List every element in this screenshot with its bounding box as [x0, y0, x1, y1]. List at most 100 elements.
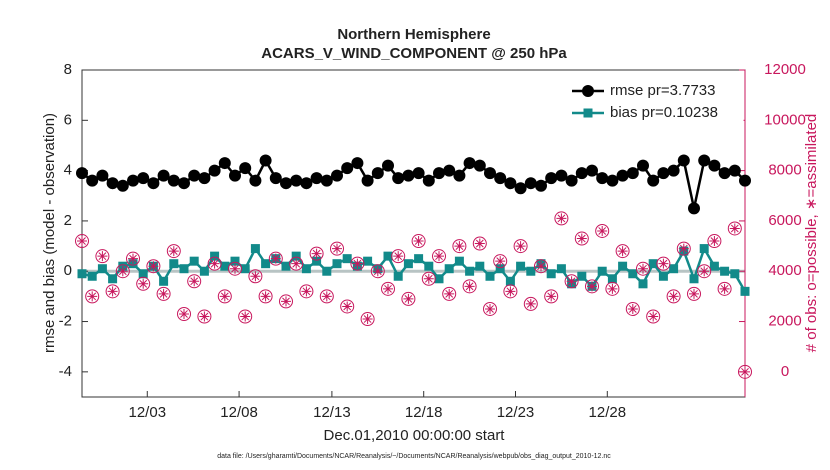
point — [250, 244, 260, 254]
point — [199, 266, 209, 276]
point — [188, 169, 201, 182]
point — [463, 157, 476, 170]
point — [209, 258, 220, 269]
y-tick-label: 4 — [64, 162, 72, 179]
point — [707, 234, 722, 249]
point — [230, 256, 240, 266]
point — [156, 286, 171, 301]
point — [87, 291, 98, 302]
point — [677, 154, 690, 167]
legend-label: bias pr=0.10238 — [610, 104, 718, 121]
point — [138, 269, 148, 279]
point — [669, 264, 679, 274]
point — [606, 174, 619, 187]
point — [423, 273, 434, 284]
point — [352, 258, 363, 269]
point — [157, 169, 170, 182]
point — [666, 289, 681, 304]
point — [300, 177, 313, 190]
y-tick-label: -2 — [59, 313, 72, 330]
point — [178, 177, 190, 190]
point — [454, 241, 465, 252]
point — [289, 256, 304, 271]
point — [270, 253, 281, 264]
point — [503, 284, 518, 299]
point — [118, 261, 128, 271]
point — [597, 225, 608, 236]
point — [239, 162, 252, 175]
point — [414, 254, 424, 264]
point — [95, 249, 110, 264]
point — [647, 174, 660, 187]
point — [413, 236, 424, 247]
point — [311, 248, 322, 259]
point — [638, 263, 648, 274]
point — [248, 269, 263, 284]
y2-tick-label: 6000 — [768, 212, 801, 229]
point — [391, 249, 406, 264]
legend-marker — [583, 108, 593, 118]
point — [108, 274, 118, 284]
point — [260, 291, 271, 302]
point — [513, 239, 528, 254]
point — [330, 241, 344, 256]
point — [462, 279, 477, 294]
legend: rmse pr=3.7733 bias pr=0.10238 — [567, 73, 744, 137]
point — [434, 251, 444, 262]
point — [545, 172, 558, 185]
point — [709, 236, 720, 247]
point — [340, 299, 355, 314]
point — [636, 261, 650, 276]
point — [309, 246, 324, 261]
point — [495, 256, 506, 267]
point — [128, 253, 138, 264]
point — [454, 256, 464, 266]
point — [465, 266, 475, 276]
point — [75, 234, 89, 249]
point — [250, 271, 261, 282]
point — [179, 308, 189, 319]
point — [105, 284, 120, 299]
x-tick-label: 12/13 — [313, 404, 351, 421]
point — [473, 159, 486, 172]
point — [586, 164, 598, 177]
point — [574, 231, 589, 246]
point — [76, 167, 88, 180]
point — [483, 301, 497, 316]
y-tick-label: 8 — [64, 61, 72, 78]
point — [442, 286, 457, 301]
point — [615, 244, 630, 259]
point — [127, 174, 139, 187]
point — [494, 172, 507, 185]
point — [249, 174, 262, 187]
point — [301, 286, 312, 297]
point — [444, 288, 455, 299]
point — [360, 312, 375, 327]
point — [739, 174, 751, 187]
point — [319, 289, 334, 304]
point — [576, 233, 587, 244]
point — [268, 251, 283, 266]
point — [617, 246, 628, 257]
point — [199, 311, 210, 322]
point — [197, 309, 212, 324]
point — [281, 261, 291, 271]
point — [689, 274, 699, 284]
point — [259, 154, 272, 167]
point — [291, 258, 302, 269]
point — [605, 281, 620, 296]
point — [668, 291, 679, 302]
point — [169, 259, 179, 269]
point — [628, 269, 638, 279]
point — [421, 271, 436, 286]
point — [597, 266, 607, 276]
point — [403, 259, 413, 269]
point — [332, 259, 342, 269]
point — [350, 256, 365, 271]
point — [738, 364, 752, 379]
point — [432, 249, 446, 264]
point — [443, 164, 456, 177]
point — [189, 276, 200, 287]
point — [699, 266, 710, 277]
